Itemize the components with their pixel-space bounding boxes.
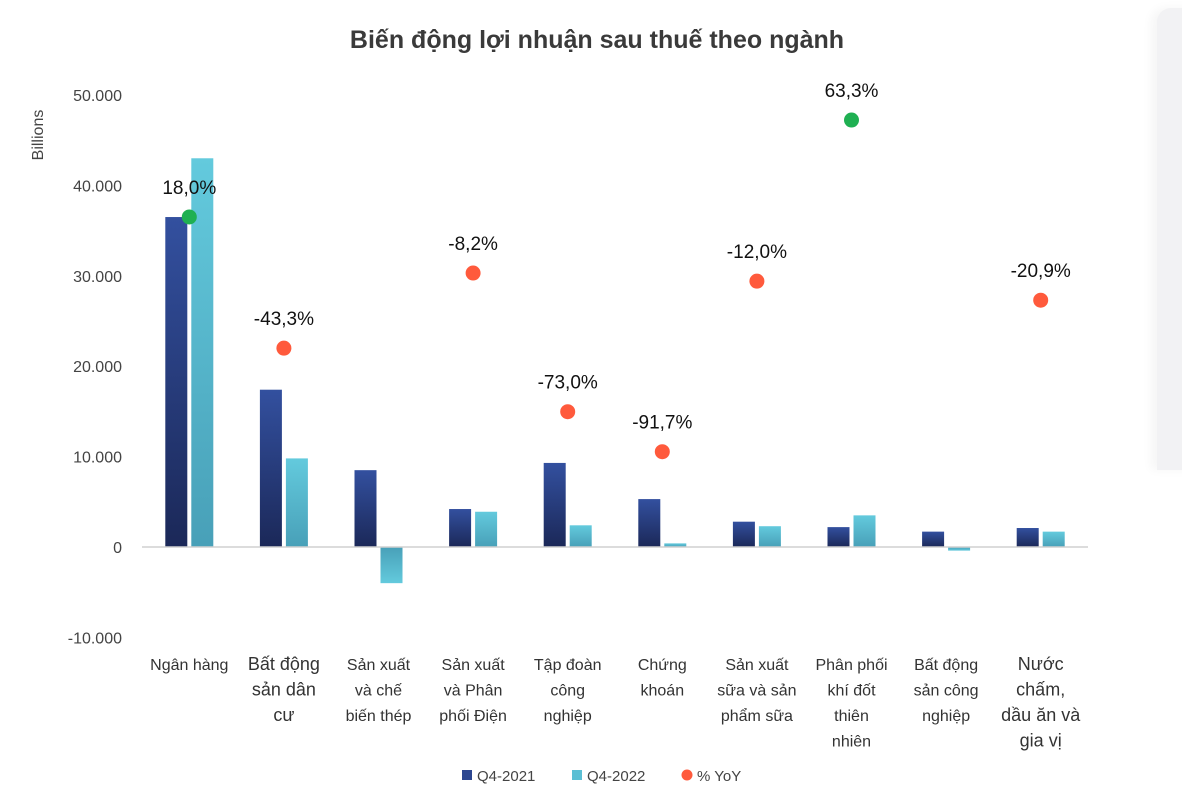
bar-q4-2022 bbox=[664, 543, 687, 547]
yoy-data-label: -12,0% bbox=[727, 242, 787, 263]
x-category-label: Ngân hàng bbox=[150, 657, 228, 674]
x-category-label: Tập đoàn công nghiệp bbox=[534, 657, 602, 725]
x-category-label: Phân phối khí đốt thiên nhiên bbox=[815, 657, 887, 751]
yoy-data-label: -91,7% bbox=[632, 413, 692, 434]
yoy-data-label: -20,9% bbox=[1011, 261, 1071, 282]
x-category-label: Chứng khoán bbox=[638, 657, 687, 700]
yoy-point bbox=[1033, 292, 1049, 308]
bar-q4-2022 bbox=[285, 458, 308, 547]
yoy-point bbox=[654, 444, 670, 460]
yoy-data-label: -8,2% bbox=[448, 234, 498, 255]
yoy-point bbox=[560, 404, 576, 420]
yoy-data-label: 63,3% bbox=[825, 81, 879, 102]
bar-q4-2022 bbox=[191, 158, 214, 547]
x-category-label: Bất động sản công nghiệp bbox=[914, 657, 979, 725]
bar-q4-2021 bbox=[827, 527, 850, 547]
bar-q4-2022 bbox=[948, 547, 971, 551]
yoy-point bbox=[181, 209, 197, 225]
y-tick-label: 10.000 bbox=[73, 450, 122, 467]
y-axis-label: Billions bbox=[30, 110, 47, 161]
legend-label: Q4-2021 bbox=[477, 768, 535, 785]
bar-q4-2022 bbox=[475, 511, 498, 547]
legend-label: Q4-2022 bbox=[587, 768, 645, 785]
chart-title: Biến động lợi nhuận sau thuế theo ngành bbox=[350, 26, 844, 54]
bar-q4-2021 bbox=[165, 217, 188, 548]
yoy-point bbox=[276, 340, 292, 356]
bar-q4-2022 bbox=[853, 515, 876, 547]
x-category-label: Bất động sản dân cư bbox=[248, 654, 320, 725]
y-tick-label: 20.000 bbox=[73, 359, 122, 376]
y-tick-label: 30.000 bbox=[73, 269, 122, 286]
x-category-label: Sản xuất và chế biến thép bbox=[346, 657, 412, 725]
bar-q4-2021 bbox=[449, 509, 472, 547]
bar-q4-2021 bbox=[543, 462, 566, 547]
yoy-point bbox=[844, 112, 859, 128]
x-category-label: Nước chấm, dầu ăn và gia vị bbox=[1001, 654, 1081, 751]
bar-q4-2021 bbox=[732, 521, 755, 547]
y-tick-label: -10.000 bbox=[68, 630, 122, 647]
bar-q4-2021 bbox=[259, 389, 282, 547]
legend-marker bbox=[572, 770, 582, 780]
y-tick-label: 0 bbox=[113, 540, 122, 557]
legend-marker bbox=[462, 770, 472, 780]
bar-q4-2021 bbox=[922, 531, 945, 547]
yoy-data-label: -43,3% bbox=[254, 309, 314, 330]
y-tick-label: 40.000 bbox=[73, 178, 122, 195]
x-category-label: Sản xuất và Phân phối Điện bbox=[439, 657, 507, 725]
bar-q4-2022 bbox=[1042, 531, 1065, 547]
side-panel-overlay bbox=[1157, 8, 1182, 470]
bar-q4-2022 bbox=[758, 526, 781, 547]
x-category-label: Sản xuất sữa và sản phẩm sữa bbox=[717, 657, 796, 725]
bar-q4-2021 bbox=[354, 470, 377, 547]
bar-q4-2022 bbox=[380, 547, 403, 584]
y-tick-label: 50.000 bbox=[73, 88, 122, 105]
legend-marker bbox=[681, 769, 693, 781]
bar-q4-2022 bbox=[569, 525, 592, 547]
yoy-point bbox=[749, 273, 765, 289]
yoy-data-label: -73,0% bbox=[538, 373, 598, 394]
yoy-data-label: 18,0% bbox=[162, 178, 216, 199]
bar-q4-2021 bbox=[638, 499, 661, 547]
legend-label: % YoY bbox=[697, 768, 741, 785]
yoy-point bbox=[465, 265, 481, 281]
bar-q4-2021 bbox=[1016, 528, 1039, 547]
